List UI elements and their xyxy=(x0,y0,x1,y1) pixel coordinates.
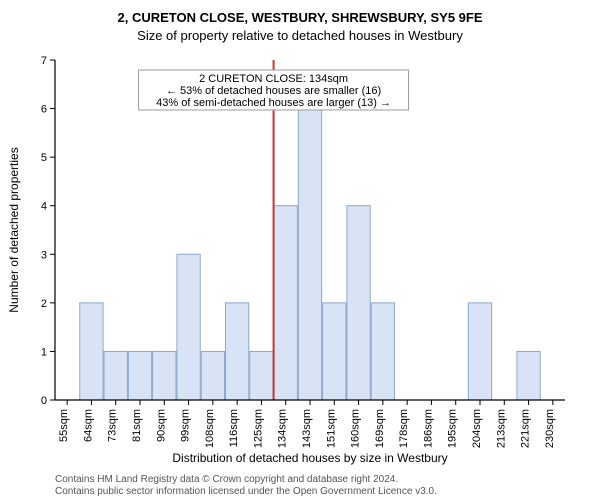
x-tick-label: 143sqm xyxy=(301,409,313,448)
annotation-line-2: ← 53% of detached houses are smaller (16… xyxy=(166,85,381,97)
chart-subtitle: Size of property relative to detached ho… xyxy=(137,28,463,43)
bar xyxy=(371,303,394,400)
x-tick-label: 134sqm xyxy=(277,409,289,448)
bar xyxy=(274,206,297,400)
x-tick-label: 64sqm xyxy=(82,409,94,442)
y-tick-label: 2 xyxy=(41,298,47,310)
y-axis-label: Number of detached properties xyxy=(7,147,21,312)
bar xyxy=(177,254,200,400)
chart-title: 2, CURETON CLOSE, WESTBURY, SHREWSBURY, … xyxy=(117,10,482,25)
bar xyxy=(225,303,248,400)
x-tick-label: 125sqm xyxy=(252,409,264,448)
y-tick-label: 0 xyxy=(41,395,47,407)
x-axis-label: Distribution of detached houses by size … xyxy=(172,451,447,465)
x-tick-label: 151sqm xyxy=(325,409,337,448)
bar xyxy=(104,351,127,400)
x-tick-label: 221sqm xyxy=(520,409,532,448)
y-tick-label: 4 xyxy=(41,201,47,213)
annotation-line-3: 43% of semi-detached houses are larger (… xyxy=(156,97,391,109)
x-tick-label: 108sqm xyxy=(204,409,216,448)
x-tick-label: 186sqm xyxy=(422,409,434,448)
x-tick-label: 178sqm xyxy=(398,409,410,448)
annotation-line-1: 2 CURETON CLOSE: 134sqm xyxy=(199,73,348,85)
footer-line-1: Contains HM Land Registry data © Crown c… xyxy=(55,474,398,485)
bar xyxy=(517,351,540,400)
y-tick-label: 7 xyxy=(41,55,47,67)
x-tick-label: 230sqm xyxy=(544,409,556,448)
x-tick-label: 81sqm xyxy=(131,409,143,442)
histogram-chart: 2, CURETON CLOSE, WESTBURY, SHREWSBURY, … xyxy=(0,0,600,500)
bar xyxy=(128,351,151,400)
x-tick-label: 204sqm xyxy=(471,409,483,448)
bar xyxy=(323,303,346,400)
bar xyxy=(347,206,370,400)
bar xyxy=(153,351,176,400)
x-tick-label: 213sqm xyxy=(495,409,507,448)
x-tick-label: 90sqm xyxy=(155,409,167,442)
chart-svg: 2, CURETON CLOSE, WESTBURY, SHREWSBURY, … xyxy=(0,0,600,500)
y-tick-label: 1 xyxy=(41,346,47,358)
y-tick-label: 3 xyxy=(41,249,47,261)
x-tick-label: 73sqm xyxy=(107,409,119,442)
x-tick-label: 169sqm xyxy=(374,409,386,448)
x-tick-label: 116sqm xyxy=(228,409,240,447)
bar xyxy=(468,303,491,400)
x-tick-label: 160sqm xyxy=(350,409,362,448)
footer-line-2: Contains public sector information licen… xyxy=(55,486,437,497)
y-tick-label: 6 xyxy=(41,104,47,116)
bar xyxy=(80,303,103,400)
x-tick-label: 99sqm xyxy=(180,409,192,442)
y-tick-label: 5 xyxy=(41,152,47,164)
x-tick-label: 195sqm xyxy=(447,409,459,448)
bar xyxy=(298,109,321,400)
bar xyxy=(250,351,273,400)
x-tick-label: 55sqm xyxy=(58,409,70,442)
bar xyxy=(201,351,224,400)
